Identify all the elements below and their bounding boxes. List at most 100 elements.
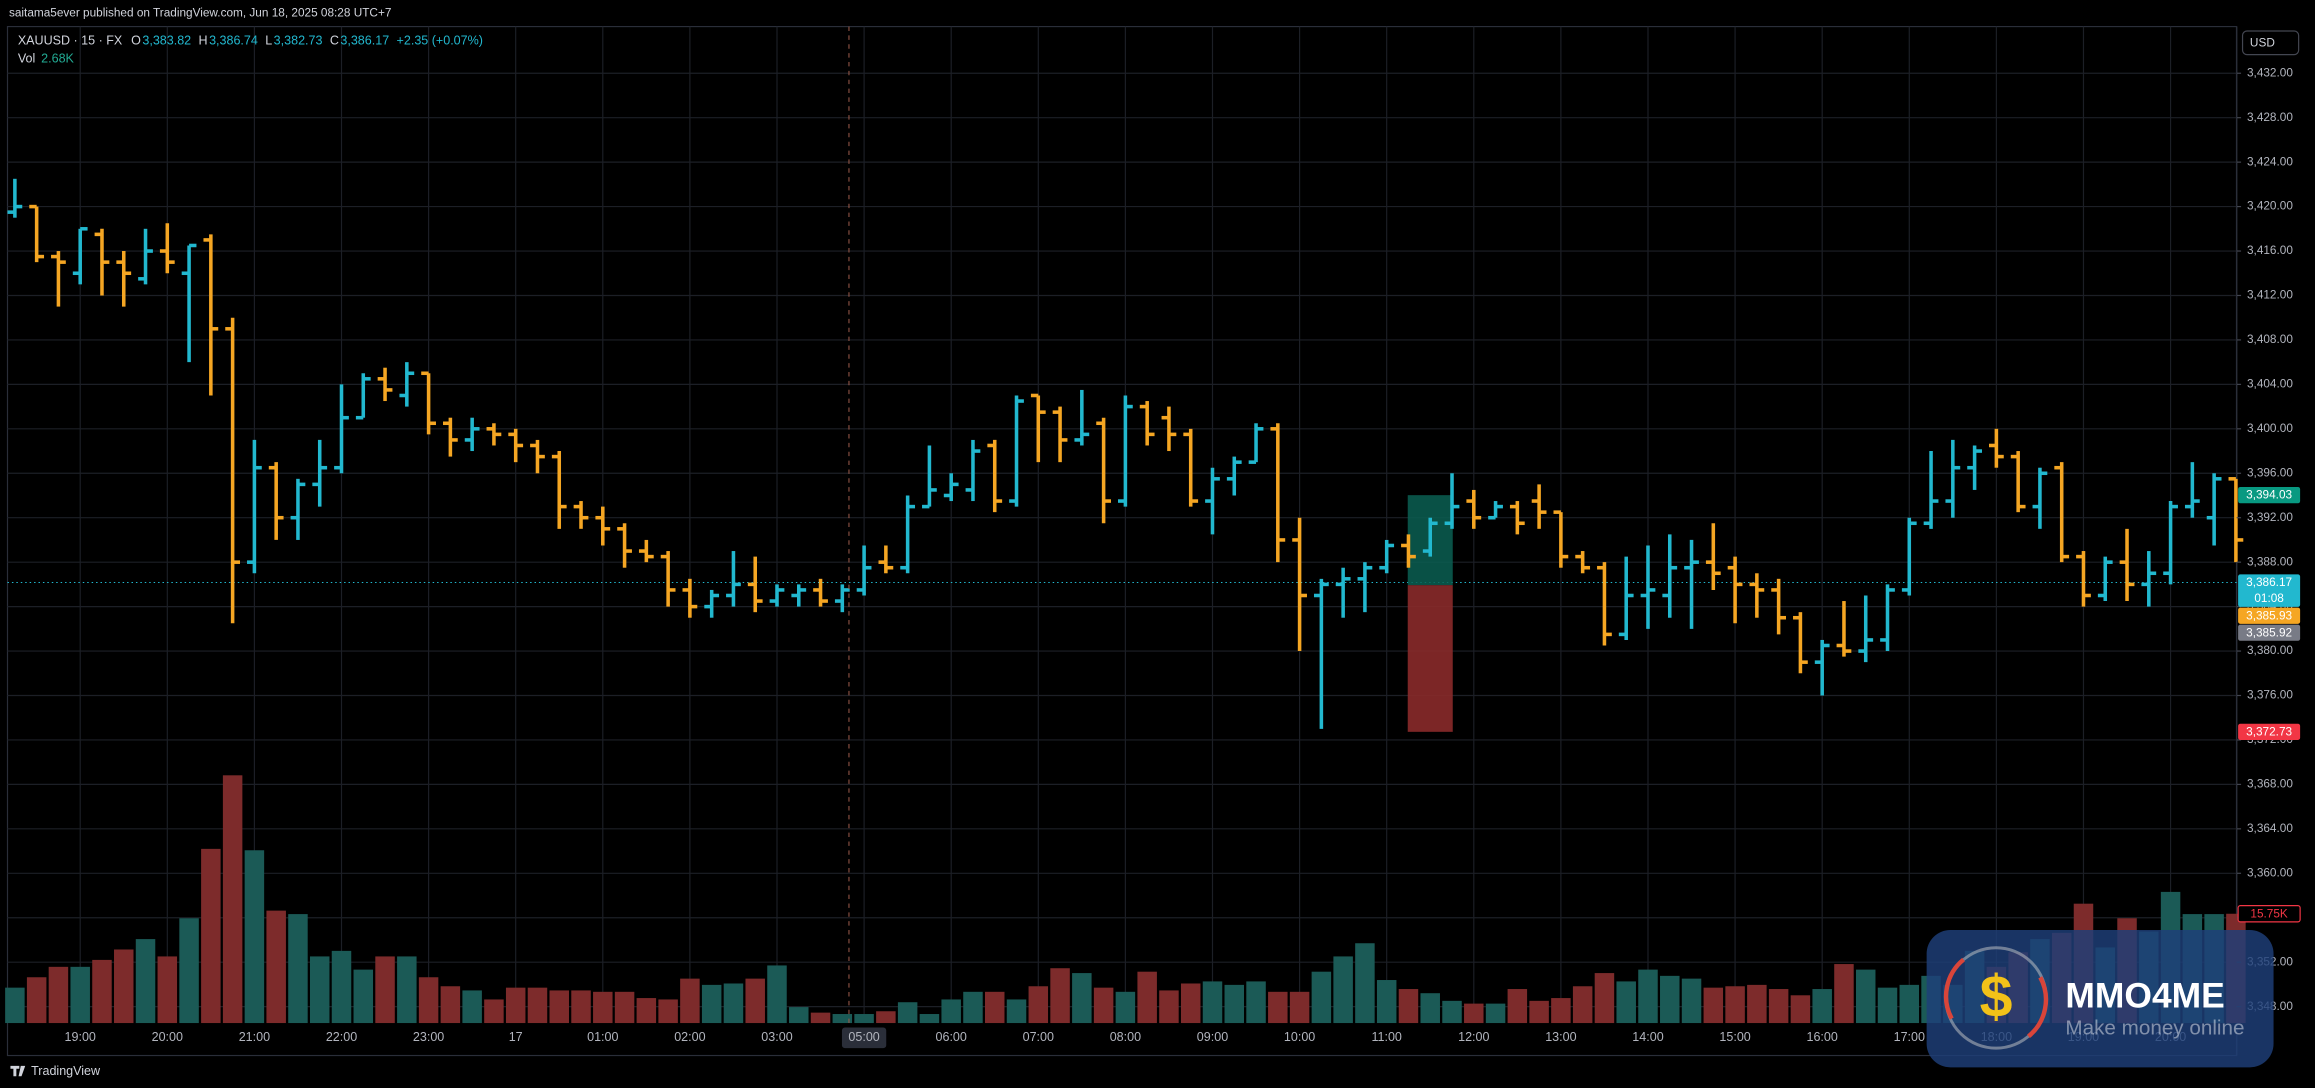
volume-bar: [1268, 991, 1288, 1024]
x-tick-label: 14:00: [1632, 1030, 1663, 1044]
legend-key: L: [265, 34, 272, 48]
volume-bar: [1050, 968, 1070, 1024]
volume-bar: [1115, 991, 1136, 1024]
volume-bar: [179, 918, 199, 1024]
x-tick-label: 02:00: [674, 1030, 705, 1044]
volume-bar: [353, 969, 374, 1024]
volume-bar: [1137, 971, 1157, 1024]
y-tick-label: 3,428.00: [2247, 110, 2293, 124]
volume-bar: [201, 848, 221, 1024]
price-tags: 3,394.03 3,386.17 01:08 3,385.93 3,385.92 3,3…: [2237, 487, 2301, 923]
legend-volume-value: 2.68K: [41, 51, 74, 65]
volume-bar: [897, 1002, 918, 1024]
legend-symbol: XAUUSD · 15 · FX: [18, 34, 123, 48]
y-tick-label: 3,420.00: [2247, 199, 2293, 213]
legend-change: +2.35 (+0.07%): [397, 34, 483, 48]
x-tick-label: 11:00: [1371, 1030, 1401, 1044]
volume-bar: [919, 1014, 940, 1024]
volume-bar: [1202, 981, 1223, 1024]
volume-bar: [157, 956, 178, 1024]
price-bars: [7, 178, 2244, 729]
volume-bar: [440, 986, 461, 1024]
volume-bar: [636, 998, 657, 1024]
volume-bar: [114, 949, 134, 1024]
volume-bar: [1703, 987, 1724, 1024]
volume-bar: [832, 1014, 853, 1024]
legend-key: C: [330, 34, 339, 48]
position-tool: [1407, 495, 1453, 732]
price-tag: [2238, 624, 2301, 641]
price-tag-label: 3,394.03: [2246, 488, 2292, 502]
price-tag-label: 3,385.92: [2246, 625, 2292, 639]
volume-bar: [701, 984, 722, 1024]
volume-bar: [309, 956, 330, 1024]
volume-bar: [1877, 987, 1898, 1024]
volume-bar: [5, 987, 25, 1024]
volume-bar: [1899, 984, 1920, 1024]
y-tick-label: 3,368.00: [2247, 777, 2293, 791]
footer-brand: TradingView: [31, 1064, 101, 1078]
volume-bar: [26, 977, 47, 1024]
x-tick-label: 05:00: [848, 1030, 879, 1044]
volume-bar: [1006, 999, 1027, 1024]
volume-bar: [854, 1014, 874, 1024]
crosshair-time-box: [841, 1027, 887, 1049]
volume-bar: [789, 1007, 809, 1024]
volume-bar: [1790, 995, 1811, 1024]
volume-bar: [984, 991, 1005, 1024]
y-tick-label: 3,408.00: [2247, 332, 2293, 346]
x-tick-label: 10:00: [1284, 1030, 1315, 1044]
volume-bar: [1355, 943, 1375, 1024]
volume-bar: [1638, 969, 1658, 1024]
volume-bar: [375, 956, 395, 1024]
y-tick-label: 3,424.00: [2247, 154, 2293, 168]
volume-bar: [810, 1012, 831, 1024]
x-tick-label: 13:00: [1545, 1030, 1576, 1044]
price-tag: [2238, 723, 2301, 740]
legend: XAUUSD · 15 · FX O 3,383.82 H 3,386.74 L 3,382…: [18, 34, 483, 66]
watermark-arrow: [1943, 957, 1965, 1020]
price-tag: [2238, 574, 2301, 607]
volume-bar: [1660, 975, 1680, 1024]
volume-bar: [1551, 998, 1571, 1024]
volume-bar: [288, 914, 308, 1024]
x-tick-label: 09:00: [1197, 1030, 1228, 1044]
y-tick-label: 3,364.00: [2247, 821, 2293, 835]
y-tick-label: 3,432.00: [2247, 65, 2293, 79]
y-tick-label: 3,380.00: [2247, 643, 2293, 657]
x-tick-label: 17:00: [1894, 1030, 1925, 1044]
price-tag-label: 3,386.17: [2246, 575, 2292, 589]
volume-bar: [723, 983, 744, 1024]
volume-bar: [1485, 1003, 1506, 1024]
volume-bar: [1311, 971, 1332, 1024]
volume-bar: [745, 978, 765, 1024]
price-tag-label: 3,385.93: [2246, 608, 2292, 622]
volume-tag-label: 15.75K: [2250, 906, 2288, 920]
y-tick-label: 3,412.00: [2247, 288, 2293, 302]
x-tick-label: 07:00: [1023, 1030, 1054, 1044]
y-tick-label: 3,360.00: [2247, 865, 2293, 879]
legend-key: H: [199, 34, 208, 48]
volume-bar: [266, 910, 286, 1024]
volume-bar: [1376, 980, 1397, 1024]
volume-bar: [1420, 993, 1440, 1024]
volume-bar: [549, 990, 569, 1024]
position-loss: [1407, 585, 1453, 732]
y-tick-label: 3,392.00: [2247, 510, 2293, 524]
volume-bar: [876, 1011, 896, 1024]
y-tick-label: 3,404.00: [2247, 376, 2293, 390]
x-tick-label: 16:00: [1807, 1030, 1838, 1044]
volume-bar: [1572, 986, 1593, 1024]
volume-bar: [1180, 983, 1201, 1024]
volume-bar: [135, 939, 156, 1024]
x-tick-label: 23:00: [413, 1030, 444, 1044]
volume-bar: [1616, 981, 1636, 1024]
volume-bar: [48, 966, 69, 1024]
currency-box[interactable]: [2241, 30, 2300, 56]
volume-bar: [244, 850, 265, 1024]
volume-bar: [397, 956, 417, 1024]
volume-tag: [2237, 905, 2301, 923]
price-tag-label: 3,372.73: [2246, 724, 2292, 738]
